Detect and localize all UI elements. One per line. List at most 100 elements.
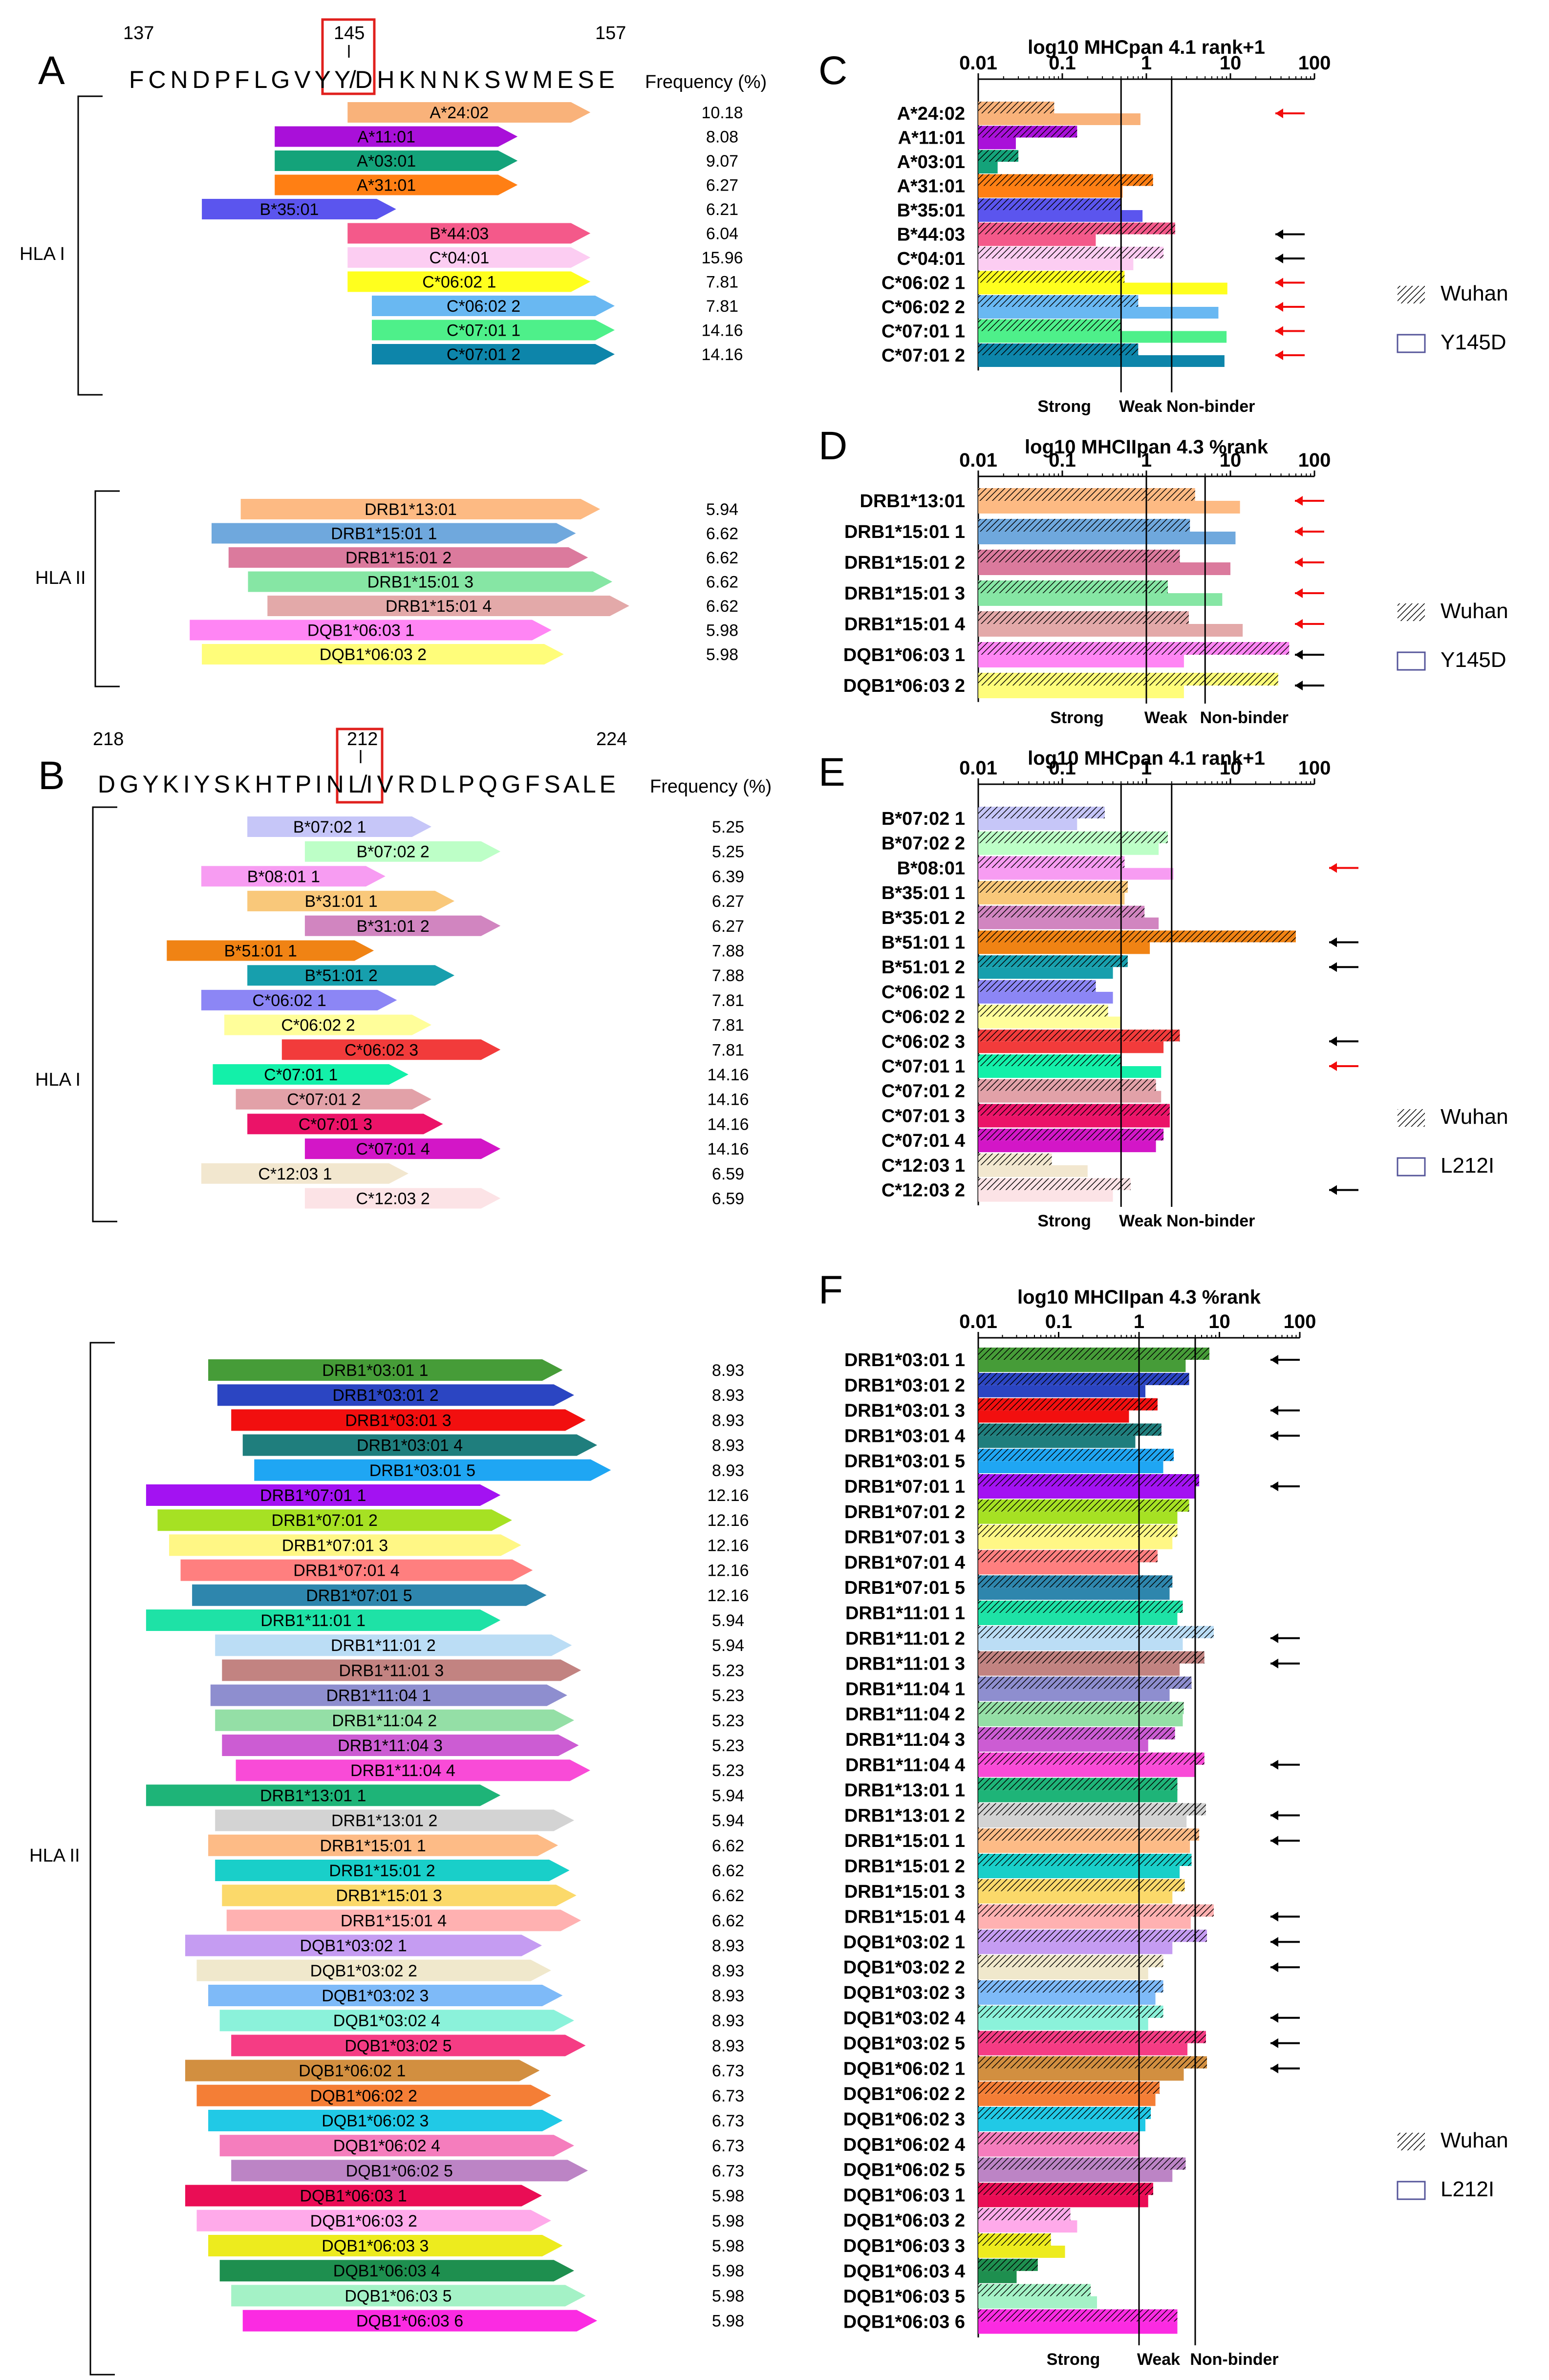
peptide-arrow bbox=[202, 644, 564, 665]
bar-mutant bbox=[978, 1714, 1183, 1727]
peptide-frequency: 8.93 bbox=[712, 1361, 744, 1380]
bar-mutant bbox=[978, 234, 1096, 246]
bar-mutant bbox=[978, 2068, 1184, 2081]
peptide-arrow bbox=[185, 1934, 542, 1956]
peptide-arrow bbox=[192, 1584, 547, 1606]
peptide-arrow bbox=[222, 1885, 577, 1907]
peptide-frequency: 14.16 bbox=[707, 1091, 749, 1109]
peptide-frequency: 5.98 bbox=[712, 2287, 744, 2305]
peptide-frequency: 12.16 bbox=[707, 1511, 749, 1530]
freq-header-b: Frequency (%) bbox=[650, 776, 772, 797]
bar-mutant bbox=[978, 2169, 1173, 2182]
arrow-head bbox=[1275, 229, 1283, 239]
peptide-arrow bbox=[347, 223, 591, 244]
peptide-arrow bbox=[231, 2160, 588, 2182]
legend-hatched-label: Wuhan bbox=[1441, 1105, 1508, 1129]
peptide-arrow bbox=[219, 2010, 574, 2032]
category-label: DQB1*06:03 2 bbox=[843, 676, 965, 696]
peptide-frequency: 8.93 bbox=[712, 1937, 744, 1955]
arrow-head bbox=[1270, 2063, 1278, 2074]
peptide-arrow bbox=[208, 1834, 559, 1856]
bar-wuhan-hatch bbox=[978, 2258, 1038, 2271]
peptide-frequency: 5.94 bbox=[706, 500, 738, 519]
peptide-frequency: 5.94 bbox=[712, 1611, 744, 1630]
peptide-label: DRB1*15:01 1 bbox=[331, 525, 437, 543]
peptide-frequency: 6.73 bbox=[712, 2162, 744, 2180]
category-label: DQB1*03:02 1 bbox=[843, 1932, 965, 1952]
peptide-arrow bbox=[196, 1959, 551, 1981]
bar-mutant bbox=[978, 282, 1227, 295]
peptide-frequency: 8.93 bbox=[712, 1461, 744, 1480]
bar-wuhan-hatch bbox=[978, 2157, 1186, 2170]
peptide-arrow bbox=[213, 1064, 409, 1085]
peptide-label: B*31:01 1 bbox=[304, 892, 377, 911]
seq-prefix-b: D G Y K I Y S K H T P I N bbox=[98, 771, 344, 798]
peptide-frequency: 14.16 bbox=[701, 345, 743, 364]
category-label: DQB1*03:02 2 bbox=[843, 1957, 965, 1978]
threshold-label: Weak bbox=[1144, 708, 1187, 727]
x-tick-label: 100 bbox=[1298, 450, 1331, 471]
bar-mutant bbox=[978, 1041, 1164, 1053]
peptide-frequency: 14.16 bbox=[707, 1115, 749, 1134]
peptide-frequency: 5.98 bbox=[706, 645, 738, 664]
peptide-arrow bbox=[146, 1784, 501, 1806]
arrow-head bbox=[1275, 254, 1283, 263]
peptide-arrow bbox=[215, 1709, 574, 1731]
category-label: A*24:02 bbox=[897, 104, 965, 124]
category-label: A*03:01 bbox=[897, 152, 965, 172]
bar-mutant bbox=[978, 1638, 1183, 1651]
legend-hatched-swatch bbox=[1398, 2133, 1425, 2150]
peptide-label: DQB1*03:02 3 bbox=[322, 1987, 429, 2005]
bar-wuhan-hatch bbox=[978, 1575, 1173, 1588]
peptide-label: DRB1*07:01 4 bbox=[293, 1562, 399, 1580]
bar-mutant bbox=[978, 967, 1113, 979]
bracket-a-hla2 bbox=[94, 490, 120, 687]
threshold-label: Strong bbox=[1050, 708, 1104, 727]
category-label: B*07:02 2 bbox=[882, 834, 965, 854]
bar-mutant bbox=[978, 1115, 1170, 1128]
category-label: DRB1*15:01 3 bbox=[844, 583, 965, 604]
bar-mutant bbox=[978, 1486, 1195, 1499]
peptide-frequency: 5.98 bbox=[706, 622, 738, 640]
bar-wuhan-hatch bbox=[978, 343, 1139, 355]
peptide-label: A*31:01 bbox=[357, 176, 416, 195]
x-tick-label: 1 bbox=[1141, 450, 1152, 471]
peptide-frequency: 5.23 bbox=[712, 1712, 744, 1730]
category-label: DRB1*15:01 3 bbox=[844, 1882, 965, 1902]
bar-mutant bbox=[978, 1764, 1195, 1777]
bar-mutant bbox=[978, 2094, 1156, 2106]
x-tick-label: 0.1 bbox=[1049, 450, 1076, 471]
peptide-arrow bbox=[169, 1534, 521, 1556]
arrow-head bbox=[1329, 863, 1337, 873]
peptide-frequency: 8.93 bbox=[712, 2012, 744, 2030]
bar-mutant bbox=[978, 258, 1134, 270]
peptide-frequency: 6.62 bbox=[712, 1887, 744, 1905]
peptide-frequency: 6.73 bbox=[712, 2112, 744, 2130]
threshold-label: Non-binder bbox=[1166, 1212, 1255, 1230]
category-label: DRB1*15:01 4 bbox=[844, 614, 965, 635]
bar-mutant bbox=[978, 1916, 1191, 1929]
bar-mutant bbox=[978, 1841, 1190, 1853]
peptide-arrow bbox=[248, 571, 613, 592]
bar-mutant bbox=[978, 1436, 1136, 1448]
category-label: DQB1*06:03 5 bbox=[843, 2287, 965, 2307]
peptide-label: C*07:01 1 bbox=[447, 322, 520, 340]
arrow-head bbox=[1270, 1810, 1278, 1821]
threshold-label: Non-binder bbox=[1166, 397, 1255, 416]
freq-header: Frequency (%) bbox=[645, 72, 767, 92]
x-tick-label: 0.1 bbox=[1049, 52, 1076, 74]
arrow-head bbox=[1275, 108, 1283, 118]
peptide-arrow bbox=[231, 2285, 586, 2307]
threshold-label: Strong bbox=[1047, 2350, 1100, 2369]
peptide-label: DRB1*07:01 1 bbox=[260, 1486, 366, 1505]
peptide-arrow bbox=[146, 1609, 501, 1631]
bar-mutant bbox=[978, 1613, 1178, 1625]
peptide-frequency: 5.98 bbox=[712, 2212, 744, 2230]
peptide-frequency: 6.73 bbox=[712, 2137, 744, 2155]
legend-open-label: Y145D bbox=[1441, 330, 1506, 354]
peptide-label: DRB1*11:01 2 bbox=[331, 1636, 436, 1655]
bar-mutant bbox=[978, 307, 1219, 319]
peptide-label: DRB1*15:01 1 bbox=[320, 1837, 426, 1855]
category-label: DQB1*06:03 1 bbox=[843, 2185, 965, 2206]
arrow-head bbox=[1270, 1759, 1278, 1770]
